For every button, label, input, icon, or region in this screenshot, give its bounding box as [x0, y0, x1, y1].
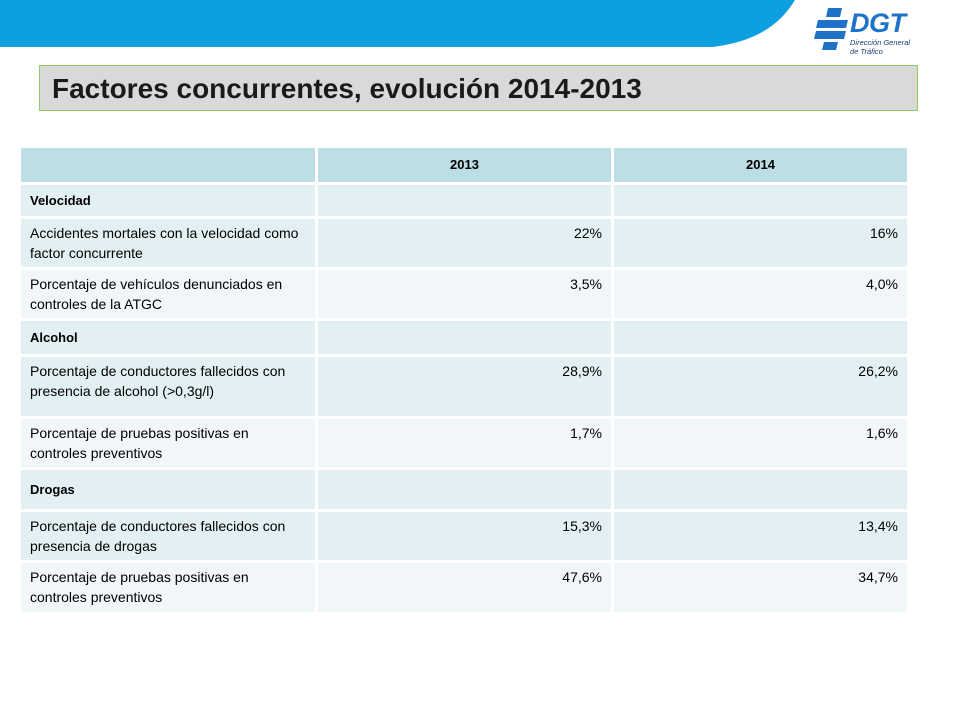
row-label: Accidentes mortales con la velocidad com…	[18, 216, 318, 270]
table-row: Accidentes mortales con la velocidad com…	[18, 216, 910, 270]
cell-2013: 47,6%	[315, 560, 614, 615]
table-header-row: 2013 2014	[18, 145, 910, 185]
cell-2013	[315, 182, 614, 219]
header-cell-2013: 2013	[315, 145, 614, 185]
cell-2013: 1,7%	[315, 416, 614, 470]
cell-2014: 4,0%	[611, 267, 910, 321]
row-label: Porcentaje de pruebas positivas en contr…	[18, 560, 318, 615]
row-label: Porcentaje de pruebas positivas en contr…	[18, 416, 318, 470]
logo-name: DGT	[850, 8, 906, 38]
cell-2014: 34,7%	[611, 560, 910, 615]
title-box: Factores concurrentes, evolución 2014-20…	[39, 65, 918, 111]
cell-2014	[611, 318, 910, 357]
data-table: 2013 2014 Velocidad Accidentes mortales …	[18, 145, 910, 615]
cell-2014: 26,2%	[611, 354, 910, 419]
logo-subtitle-line1: Dirección General	[850, 38, 911, 47]
table-row: Porcentaje de conductores fallecidos con…	[18, 509, 910, 563]
cell-2014: 1,6%	[611, 416, 910, 470]
cell-2013	[315, 318, 614, 357]
table-row: Porcentaje de pruebas positivas en contr…	[18, 560, 910, 615]
row-label: Alcohol	[18, 318, 318, 357]
row-label: Porcentaje de conductores fallecidos con…	[18, 509, 318, 563]
row-label: Porcentaje de conductores fallecidos con…	[18, 354, 318, 419]
logo-subtitle: Dirección General de Tráfico	[850, 38, 960, 56]
cell-2013: 28,9%	[315, 354, 614, 419]
table-row: Porcentaje de pruebas positivas en contr…	[18, 416, 910, 470]
row-label: Porcentaje de vehículos denunciados en c…	[18, 267, 318, 321]
header-cell-label	[18, 145, 318, 185]
cell-2013	[315, 467, 614, 512]
header-banner	[0, 0, 795, 47]
table-row-category-velocidad: Velocidad	[18, 182, 910, 219]
cell-2013: 22%	[315, 216, 614, 270]
table-row: Porcentaje de conductores fallecidos con…	[18, 354, 910, 419]
row-label: Drogas	[18, 467, 318, 512]
table-row: Porcentaje de vehículos denunciados en c…	[18, 267, 910, 321]
cell-2013: 3,5%	[315, 267, 614, 321]
dgt-logo: DGT Dirección General de Tráfico	[814, 6, 954, 60]
page-title: Factores concurrentes, evolución 2014-20…	[52, 73, 642, 104]
table-row-category-alcohol: Alcohol	[18, 318, 910, 357]
cell-2013: 15,3%	[315, 509, 614, 563]
table-row-category-drogas: Drogas	[18, 467, 910, 512]
cell-2014	[611, 182, 910, 219]
cell-2014	[611, 467, 910, 512]
cell-2014: 13,4%	[611, 509, 910, 563]
cell-2014: 16%	[611, 216, 910, 270]
header-cell-2014: 2014	[611, 145, 910, 185]
logo-subtitle-line2: de Tráfico	[850, 46, 883, 56]
dgt-cross-icon	[814, 8, 848, 50]
row-label: Velocidad	[18, 182, 318, 219]
